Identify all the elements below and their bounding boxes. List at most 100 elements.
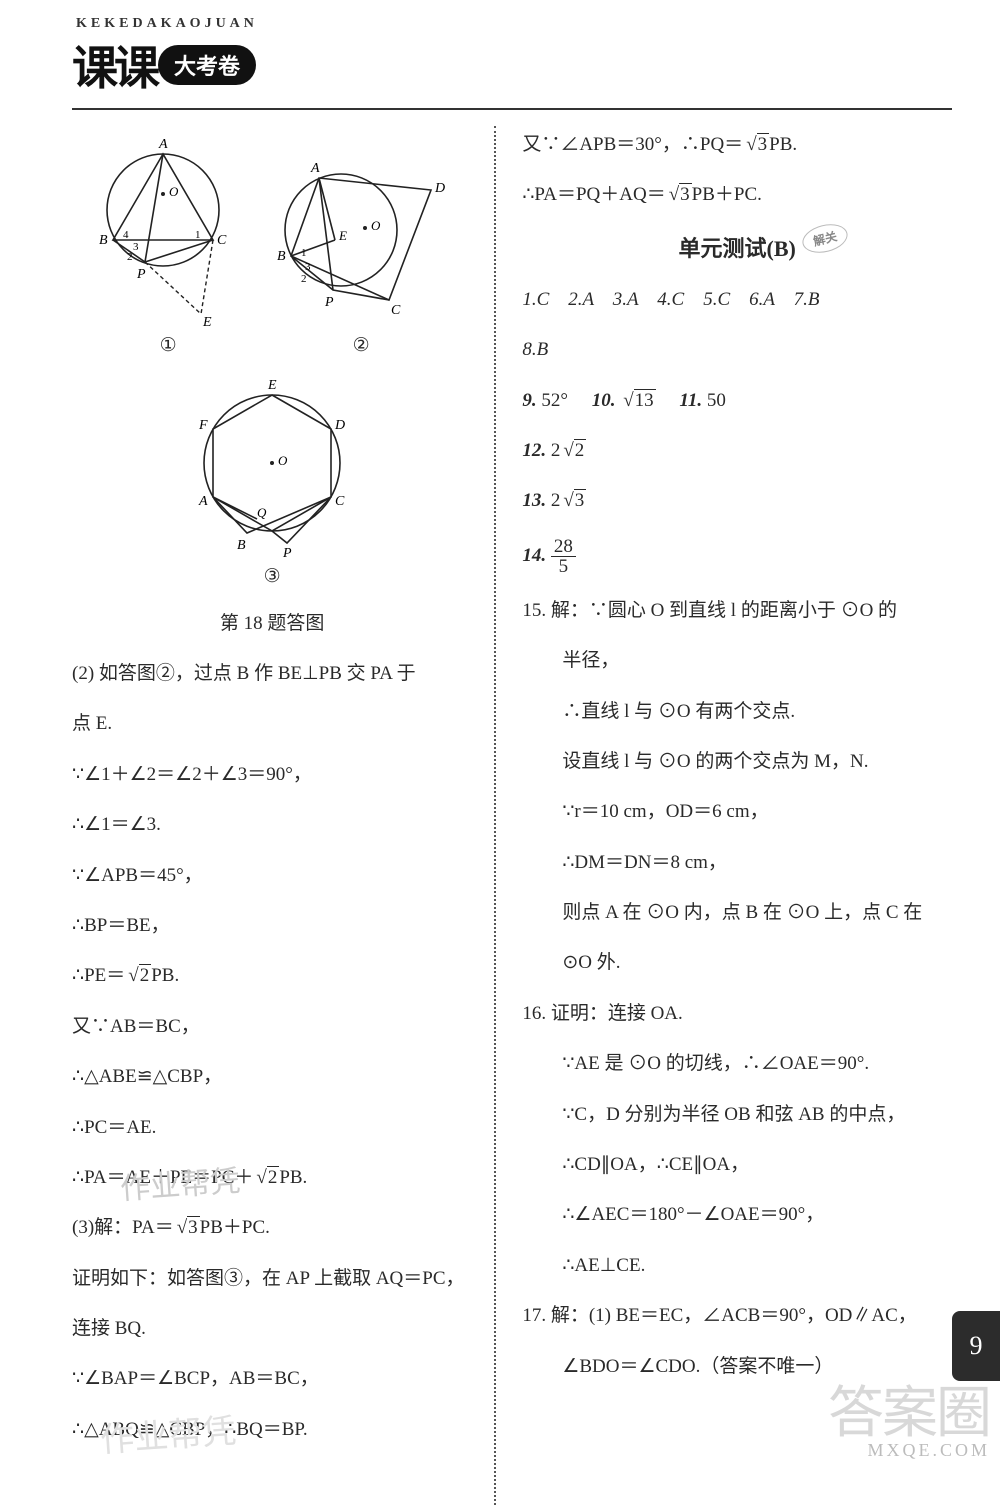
svg-text:O: O: [169, 184, 179, 199]
left-p10: ∴PA＝AE＋PE＝PC＋ 2PB.: [72, 1163, 472, 1193]
header-banner: KEKEDAKAOJUAN 课课 大考卷: [72, 40, 952, 98]
q16-d: ∴CD∥OA，∴CE∥OA，: [522, 1150, 952, 1180]
figure-3: O E D C A F B P Q: [177, 371, 367, 598]
header-pill: 大考卷: [158, 45, 256, 85]
r1-rad: 3: [757, 133, 770, 155]
figure-2: A D C B O E P 1: [261, 150, 461, 367]
q16-e: ∴∠AEC＝180°－∠OAE＝90°，: [522, 1200, 952, 1230]
header-main: 课课: [72, 32, 156, 98]
right-column: 又∵∠APB＝30°，∴PQ＝3PB. ∴PA＝PQ＋AQ＝3PB＋PC. 单元…: [496, 126, 952, 1465]
left-p1b: 点 E.: [72, 709, 472, 739]
unit-test-heading-text: 单元测试(B): [679, 236, 796, 261]
left-p8: ∴△ABE≌△CBP，: [72, 1062, 472, 1092]
answers-line-1: 1.C 2.A 3.A 4.C 5.C 6.A 7.B: [522, 285, 952, 315]
q15-d: ∵r＝10 cm，OD＝6 cm，: [522, 797, 952, 827]
svg-text:A: A: [310, 161, 320, 176]
answers-9-11: 9. 52° 10. 13 11. 50: [522, 386, 952, 416]
svg-text:P: P: [136, 267, 146, 282]
svg-text:1: 1: [195, 229, 201, 241]
svg-text:O: O: [278, 453, 288, 468]
left-p7: 又∵AB＝BC，: [72, 1012, 472, 1042]
r2-rad: 3: [679, 183, 692, 205]
svg-text:O: O: [371, 218, 381, 233]
q16-c: ∵C，D 分别为半径 OB 和弦 AB 的中点，: [522, 1100, 952, 1130]
left-p9: ∴PC＝AE.: [72, 1113, 472, 1143]
q15-e: ∴DM＝DN＝8 cm，: [522, 848, 952, 878]
svg-text:Q: Q: [257, 505, 267, 520]
svg-text:C: C: [391, 303, 401, 318]
answers-line-2: 8.B: [522, 335, 952, 365]
left-p11: (3)解：PA＝ 3PB＋PC.: [72, 1213, 472, 1243]
left-p10-rad: 2: [267, 1166, 280, 1188]
svg-text:F: F: [198, 418, 208, 433]
left-p1: (2) 如答图②，过点 B 作 BE⊥PB 交 PA 于: [72, 659, 472, 689]
svg-text:C: C: [217, 233, 227, 248]
q15-a2: 半径，: [522, 646, 952, 676]
q15-c: 设直线 l 与 ⊙O 的两个交点为 M，N.: [522, 747, 952, 777]
svg-text:B: B: [237, 538, 246, 553]
q16-f: ∴AE⊥CE.: [522, 1251, 952, 1281]
svg-text:D: D: [334, 418, 345, 433]
svg-text:D: D: [434, 181, 445, 196]
svg-text:C: C: [335, 494, 345, 509]
left-p11-post: PB＋PC.: [200, 1217, 270, 1238]
left-p12b: 连接 BQ.: [72, 1314, 472, 1344]
left-p11-pre: (3)解：PA＝: [72, 1217, 174, 1238]
answer-12: 12. 22: [522, 436, 952, 466]
figure-1-label: ①: [83, 334, 253, 357]
stamp-icon: 解关: [799, 220, 850, 257]
figure-1: O A B C P E 4: [83, 130, 253, 367]
left-p6-post: PB.: [151, 965, 179, 986]
answer-14: 14. 285: [522, 537, 952, 576]
q16-a: 16. 证明：连接 OA.: [522, 999, 952, 1029]
left-p14: ∴△ABQ≌△CBP，∴BQ＝BP.: [72, 1415, 472, 1445]
q15-f2: ⊙O 外.: [522, 948, 952, 978]
svg-text:P: P: [324, 295, 334, 310]
right-r2: ∴PA＝PQ＋AQ＝ 3PB＋PC.: [522, 180, 952, 210]
left-p6-rad: 2: [139, 964, 152, 986]
unit-test-heading: 单元测试(B) 解关: [522, 231, 952, 263]
q15-f: 则点 A 在 ⊙O 内，点 B 在 ⊙O 上，点 C 在: [522, 898, 952, 928]
header-roman: KEKEDAKAOJUAN: [76, 16, 258, 32]
right-r1: 又∵∠APB＝30°，∴PQ＝ 3PB.: [522, 130, 952, 160]
svg-text:A: A: [158, 137, 168, 152]
svg-text:B: B: [99, 233, 108, 248]
q15-b: ∴直线 l 与 ⊙O 有两个交点.: [522, 697, 952, 727]
r2-pre: ∴PA＝PQ＋AQ＝: [522, 184, 665, 205]
q17-b: ∠BDO＝∠CDO.（答案不唯一）: [522, 1352, 952, 1382]
r1-pre: 又∵∠APB＝30°，∴PQ＝: [522, 134, 743, 155]
svg-text:A: A: [198, 494, 208, 509]
svg-text:E: E: [338, 228, 347, 243]
svg-text:B: B: [277, 249, 286, 264]
header-rule: [72, 108, 952, 110]
left-p10-pre: ∴PA＝AE＋PE＝PC＋: [72, 1167, 253, 1188]
page-badge: 9: [952, 1311, 1000, 1381]
r2-post: PB＋PC.: [692, 184, 762, 205]
figure-2-label: ②: [261, 334, 461, 357]
figure-3-label: ③: [177, 565, 367, 588]
corner-watermark-big: 答案圈: [828, 1386, 990, 1442]
figure-caption: 第 18 题答图: [72, 608, 472, 635]
left-p12: 证明如下：如答图③，在 AP 上截取 AQ＝PC，: [72, 1264, 472, 1294]
svg-text:3: 3: [133, 241, 139, 253]
figure-row-1: O A B C P E 4: [72, 130, 472, 367]
left-p5: ∴BP＝BE，: [72, 911, 472, 941]
left-p2: ∵∠1＋∠2＝∠2＋∠3＝90°，: [72, 760, 472, 790]
left-p13: ∵∠BAP＝∠BCP，AB＝BC，: [72, 1364, 472, 1394]
q15-a: 15. 解：∵圆心 O 到直线 l 的距离小于 ⊙O 的: [522, 596, 952, 626]
r1-post: PB.: [769, 134, 797, 155]
svg-text:2: 2: [127, 251, 133, 263]
svg-text:E: E: [202, 315, 212, 330]
svg-text:P: P: [282, 546, 292, 561]
left-p6: ∴PE＝ 2PB.: [72, 961, 472, 991]
svg-text:3: 3: [305, 261, 311, 273]
svg-text:2: 2: [301, 273, 307, 285]
left-column: O A B C P E 4: [72, 126, 494, 1465]
left-p6-pre: ∴PE＝: [72, 965, 125, 986]
left-p10-post: PB.: [279, 1167, 307, 1188]
figure-3-wrap: O E D C A F B P Q: [72, 371, 472, 598]
q16-b: ∵AE 是 ⊙O 的切线，∴∠OAE＝90°.: [522, 1049, 952, 1079]
left-p11-rad: 3: [187, 1216, 200, 1238]
answer-13: 13. 23: [522, 486, 952, 516]
column-divider: [494, 126, 496, 1465]
